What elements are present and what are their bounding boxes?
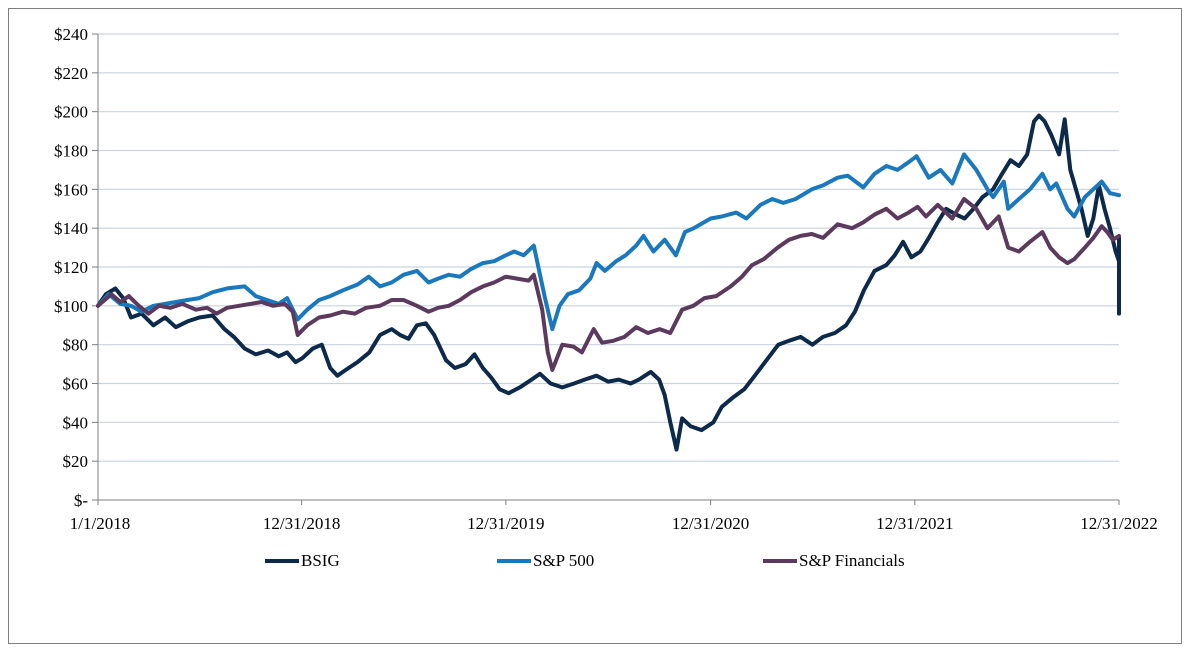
y-axis: $- $20 $40 $60 $80 $100 $120 $140 $160 $180 $200 $2… <box>54 25 99 510</box>
y-tick-label: $240 <box>54 25 88 44</box>
x-tick-label: 12/31/2022 <box>1080 514 1157 533</box>
y-tick-label: $140 <box>54 219 88 238</box>
x-tick-label: 1/1/2018 <box>70 514 130 533</box>
legend-item-sp500: S&P 500 <box>497 549 594 573</box>
legend-label-sp500: S&P 500 <box>533 551 595 570</box>
legend-label-sp-financials: S&P Financials <box>799 551 905 570</box>
series-line-1 <box>96 152 1121 332</box>
x-tick-label: 12/31/2020 <box>672 514 749 533</box>
legend-swatch-sp500 <box>497 559 531 563</box>
y-tick-label: $60 <box>63 375 89 394</box>
y-tick-label: $- <box>74 491 89 510</box>
y-tick-label: $40 <box>63 413 89 432</box>
x-axis: 1/1/2018 12/31/2018 12/31/2019 12/31/2020 12… <box>70 499 1158 533</box>
y-tick-label: $20 <box>63 452 89 471</box>
gridlines <box>98 33 1119 462</box>
y-tick-label: $100 <box>54 297 88 316</box>
series-line-2 <box>96 197 1121 372</box>
legend-item-bsig: BSIG <box>265 549 340 573</box>
legend-swatch-sp-financials <box>763 559 797 563</box>
x-tick-label: 12/31/2021 <box>876 514 953 533</box>
series-lines <box>96 113 1121 452</box>
series-line-0 <box>96 113 1121 452</box>
y-tick-label: $200 <box>54 103 88 122</box>
legend-label-bsig: BSIG <box>301 551 340 570</box>
x-tick-label: 12/31/2019 <box>467 514 544 533</box>
legend-swatch-bsig <box>265 559 299 563</box>
y-tick-label: $120 <box>54 258 88 277</box>
legend: BSIG S&P 500 S&P Financials <box>0 549 1192 573</box>
chart-frame <box>8 8 1182 644</box>
y-tick-label: $220 <box>54 64 88 83</box>
y-tick-label: $80 <box>63 336 89 355</box>
legend-item-sp-financials: S&P Financials <box>763 549 905 573</box>
y-tick-label: $180 <box>54 142 88 161</box>
y-tick-label: $160 <box>54 180 88 199</box>
x-tick-label: 12/31/2018 <box>263 514 340 533</box>
